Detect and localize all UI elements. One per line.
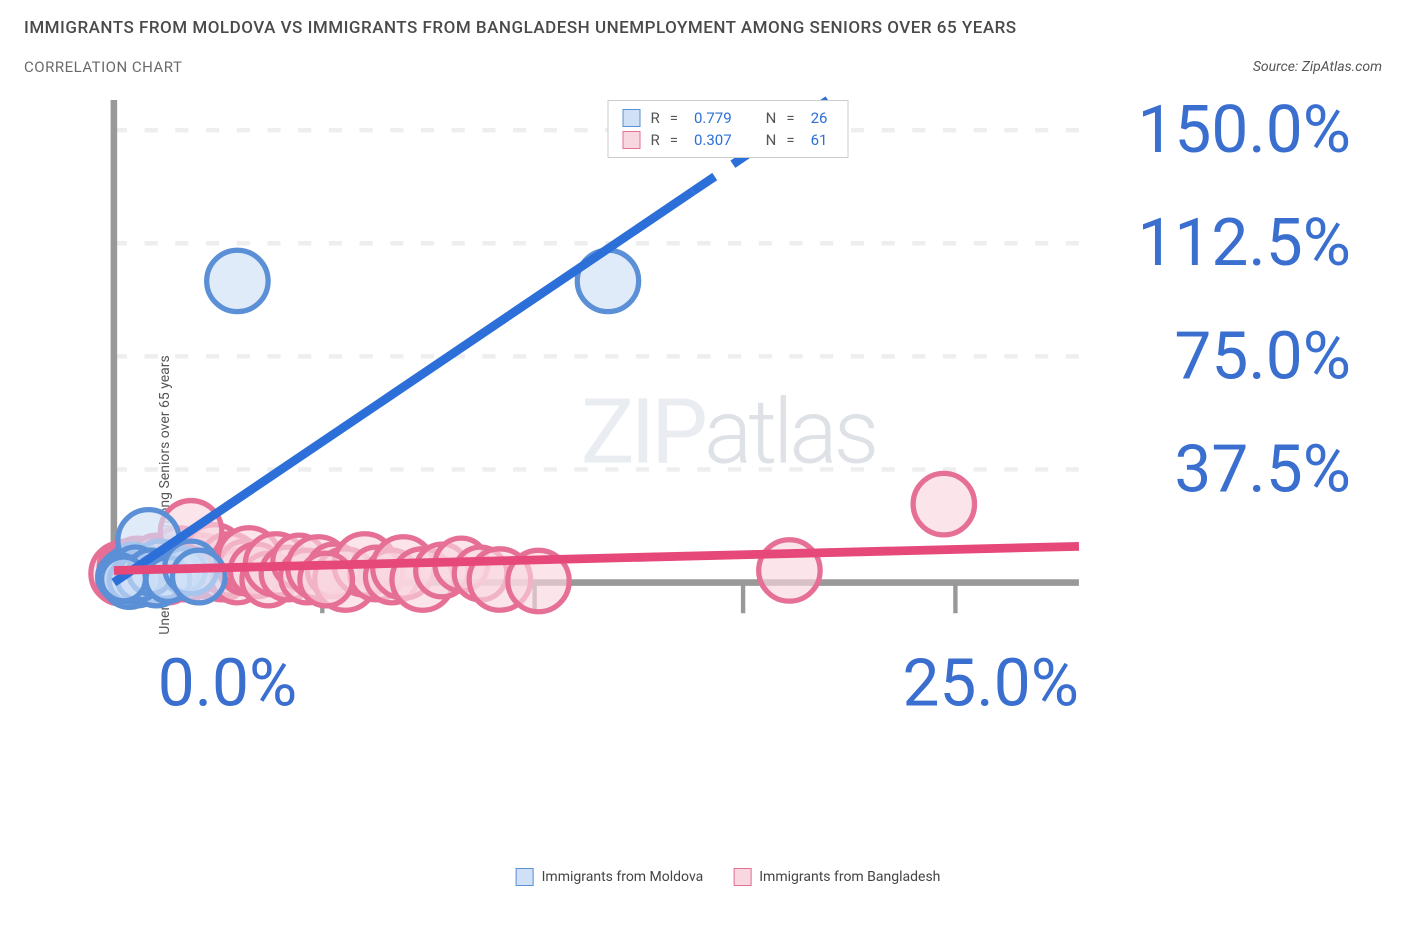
swatch-moldova (623, 109, 641, 127)
series-legend: Immigrants from Moldova Immigrants from … (516, 868, 941, 886)
swatch-bangladesh (623, 131, 641, 149)
stats-row-bangladesh: R = 0.307 N = 61 (623, 129, 834, 151)
stats-row-moldova: R = 0.779 N = 26 (623, 107, 834, 129)
correlation-stats-box: R = 0.779 N = 26 R = 0.307 N = 61 (608, 100, 849, 158)
chart-subtitle: CORRELATION CHART (24, 58, 182, 76)
legend-item-bangladesh: Immigrants from Bangladesh (733, 868, 940, 886)
chart-title: IMMIGRANTS FROM MOLDOVA VS IMMIGRANTS FR… (24, 18, 1382, 38)
legend-swatch-bangladesh (733, 868, 751, 886)
svg-text:75.0%: 75.0% (1174, 318, 1350, 395)
source-attribution: Source: ZipAtlas.com (1253, 59, 1382, 75)
svg-text:37.5%: 37.5% (1174, 431, 1350, 508)
svg-text:150.0%: 150.0% (1137, 92, 1350, 169)
svg-text:112.5%: 112.5% (1137, 205, 1350, 282)
legend-item-moldova: Immigrants from Moldova (516, 868, 704, 886)
svg-text:0.0%: 0.0% (158, 645, 298, 722)
legend-swatch-moldova (516, 868, 534, 886)
svg-text:25.0%: 25.0% (902, 645, 1078, 722)
scatter-plot: 37.5%75.0%112.5%150.0%0.0%25.0% (70, 100, 1386, 758)
